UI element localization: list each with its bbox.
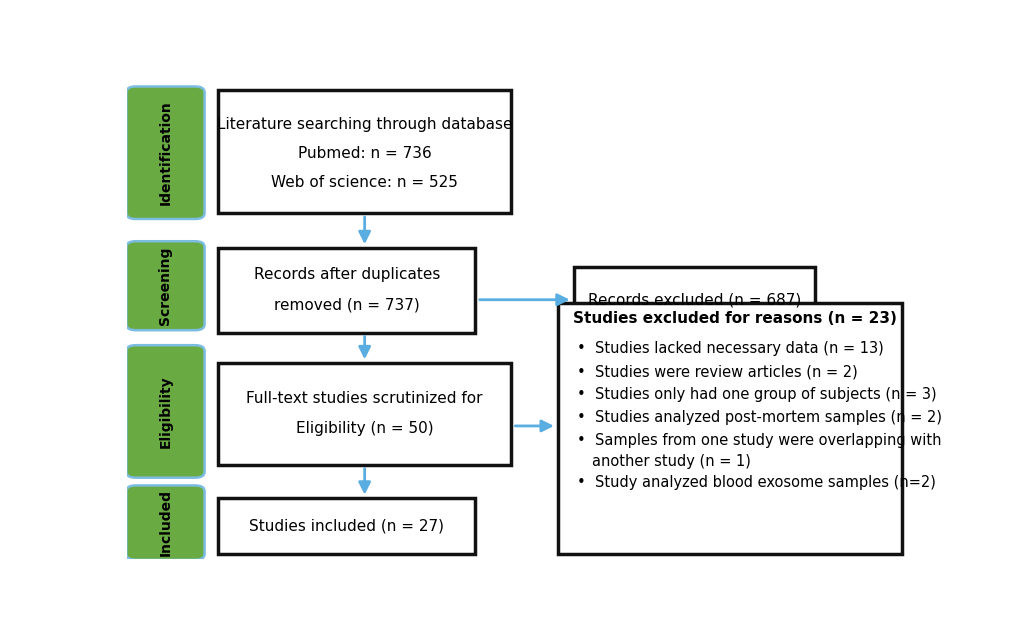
Text: Studies included (n = 27): Studies included (n = 27) (249, 519, 444, 534)
FancyBboxPatch shape (218, 499, 475, 554)
Text: removed (n = 737): removed (n = 737) (274, 297, 420, 312)
FancyBboxPatch shape (574, 268, 814, 333)
Text: another study (n = 1): another study (n = 1) (592, 454, 750, 469)
Text: Web of science: n = 525: Web of science: n = 525 (271, 175, 458, 190)
Text: Literature searching through database: Literature searching through database (217, 117, 512, 133)
FancyBboxPatch shape (126, 485, 205, 560)
Text: •  Study analyzed blood exosome samples (n=2): • Study analyzed blood exosome samples (… (577, 475, 935, 490)
FancyBboxPatch shape (126, 241, 205, 330)
Text: Studies excluded for reasons (n = 23): Studies excluded for reasons (n = 23) (572, 311, 896, 327)
Text: •  Studies only had one group of subjects (n = 3): • Studies only had one group of subjects… (577, 387, 936, 403)
Text: •  Studies analyzed post-mortem samples (n = 2): • Studies analyzed post-mortem samples (… (577, 410, 942, 425)
Text: Screening: Screening (158, 247, 172, 325)
FancyBboxPatch shape (126, 345, 205, 478)
Text: Eligibility: Eligibility (158, 375, 172, 448)
Text: Eligibility (n = 50): Eligibility (n = 50) (296, 421, 433, 436)
Text: Included: Included (158, 489, 172, 556)
Text: Records excluded (n = 687): Records excluded (n = 687) (588, 293, 801, 308)
FancyBboxPatch shape (218, 248, 475, 333)
FancyBboxPatch shape (218, 363, 511, 465)
Text: •  Studies lacked necessary data (n = 13): • Studies lacked necessary data (n = 13) (577, 341, 883, 356)
FancyBboxPatch shape (126, 87, 205, 219)
Text: Full-text studies scrutinized for: Full-text studies scrutinized for (247, 391, 482, 406)
Text: •  Studies were review articles (n = 2): • Studies were review articles (n = 2) (577, 364, 857, 379)
FancyBboxPatch shape (218, 90, 511, 213)
Text: Identification: Identification (158, 100, 172, 205)
Text: Pubmed: n = 736: Pubmed: n = 736 (298, 146, 431, 161)
Text: •  Samples from one study were overlapping with: • Samples from one study were overlappin… (577, 433, 941, 448)
Text: Records after duplicates: Records after duplicates (254, 268, 439, 283)
FancyBboxPatch shape (557, 303, 902, 554)
